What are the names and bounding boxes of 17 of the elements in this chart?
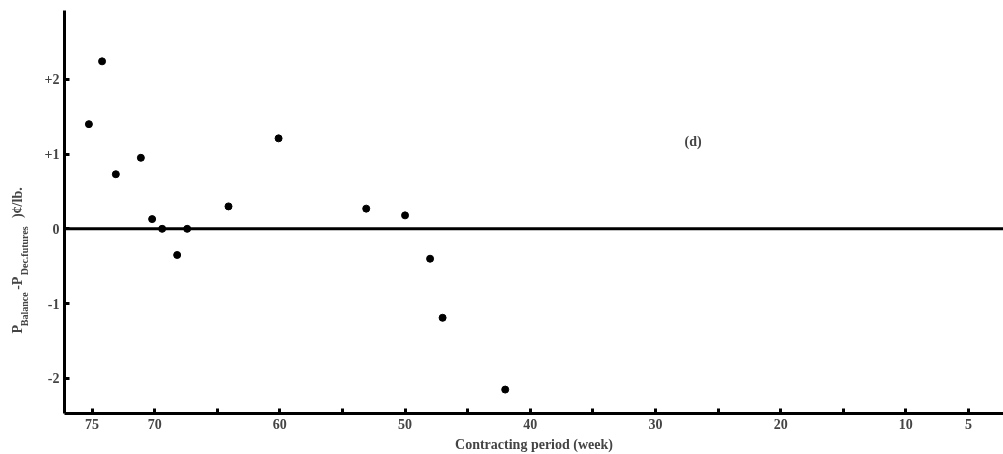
y-tick-label: 0 (52, 221, 60, 237)
y-tick-label: +1 (44, 147, 60, 163)
x-tick-label: 30 (648, 416, 663, 432)
x-tick-label: 70 (147, 416, 162, 432)
x-tick-label: 10 (898, 416, 913, 432)
annotation: (d) (684, 133, 702, 150)
x-tick-label: 40 (523, 416, 538, 432)
y-tick-label: -1 (47, 296, 60, 312)
x-tick-label: 50 (398, 416, 413, 432)
x-tick-label: 20 (773, 416, 788, 432)
x-tick-label: 60 (272, 416, 287, 432)
x-tick-label: 5 (964, 416, 972, 432)
x-tick-label: 75 (85, 416, 100, 432)
x-axis-title: Contracting period (week) (455, 436, 614, 453)
y-tick-label: +2 (44, 72, 60, 88)
y-tick-label: -2 (47, 371, 60, 387)
y-axis-title: PBalance-PDec.futures)¢/lb. (9, 187, 30, 334)
